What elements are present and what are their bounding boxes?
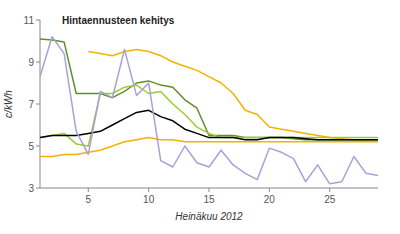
y-axis-label: c/kWh [3, 90, 14, 118]
series-line [40, 85, 378, 146]
y-tick [36, 20, 40, 21]
x-tick-label: 25 [324, 194, 336, 205]
plot-lines [40, 37, 378, 184]
chart: 3 5 7 9 11 5 10 15 20 25 Hintaennusteen kehitys Hei… [0, 0, 400, 234]
title: Hintaennusteen kehitys [62, 15, 175, 26]
x-tick [88, 188, 89, 192]
y-tick-label: 7 [28, 99, 34, 110]
y-tick-label: 5 [28, 141, 34, 152]
y-tick-label: 9 [28, 57, 34, 68]
x-tick [269, 188, 270, 192]
y-tick [36, 62, 40, 63]
series-line [40, 39, 378, 140]
y-tick [36, 104, 40, 105]
series-line [40, 110, 378, 139]
x-tick [209, 188, 210, 192]
x-axis-label: Heinäkuu 2012 [175, 211, 243, 222]
y-tick-label: 3 [28, 183, 34, 194]
x-tick [329, 188, 330, 192]
y-tick [36, 188, 40, 189]
x-tick-label: 10 [143, 194, 155, 205]
x-tick-label: 20 [264, 194, 276, 205]
series-line [40, 37, 378, 184]
x-tick-label: 15 [203, 194, 215, 205]
y-tick [36, 146, 40, 147]
y-tick-label: 11 [24, 15, 35, 26]
background [0, 0, 400, 234]
x-tick-label: 5 [86, 194, 92, 205]
series-line [88, 49, 378, 139]
x-tick [148, 188, 149, 192]
